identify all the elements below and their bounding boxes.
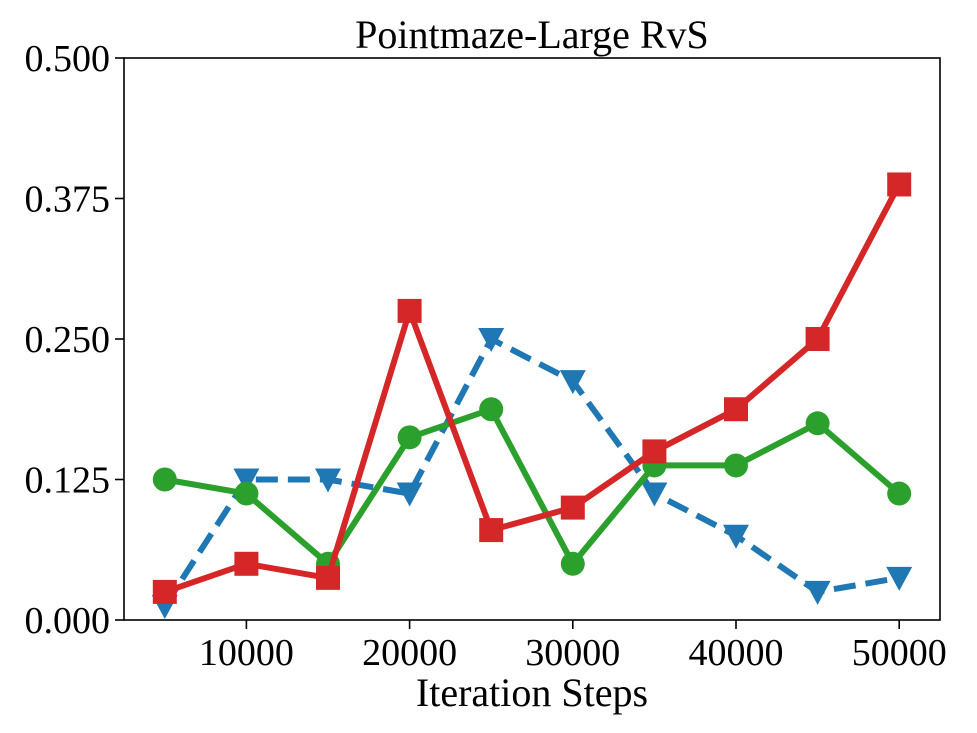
data-point [887,172,912,197]
data-point [397,425,422,450]
data-point [723,524,749,549]
data-point [805,327,830,351]
y-tick-label: 0.250 [25,319,111,361]
series-layer [151,172,913,619]
x-tick-label: 40000 [689,632,784,674]
chart-title: Pointmaze-Large RvS [355,12,709,57]
data-point [233,468,260,493]
data-point [805,411,830,436]
data-point [559,370,586,395]
data-point [152,467,177,492]
data-point [642,439,667,464]
y-tick-label: 0.500 [25,38,111,80]
data-point [560,495,585,520]
y-tick-label: 0.000 [25,600,111,642]
data-point [152,579,177,604]
data-point [396,482,423,507]
data-point [724,397,748,422]
series-line [161,406,903,567]
series-green-solid-circle [152,397,912,576]
data-point [315,468,341,493]
data-point [560,551,585,576]
data-point [804,580,831,605]
series-red-solid-square [152,172,912,604]
series-line [161,181,903,595]
data-point [641,482,668,507]
data-point [479,397,504,422]
data-point [397,298,422,323]
data-point [316,565,340,590]
data-point [724,453,748,478]
x-axis-label: Iteration Steps [416,670,648,715]
y-tick-label: 0.375 [25,179,111,221]
data-point [887,481,912,506]
data-point [886,566,913,591]
x-tick-label: 30000 [525,632,620,674]
y-tick-label: 0.125 [25,460,111,502]
axis-layer: 10000 20000 30000 40000 50000 0.000 0.125 0.250… [25,38,947,674]
x-tick-label: 20000 [362,632,457,674]
data-point [234,481,259,506]
data-point [234,551,259,576]
x-tick-label: 10000 [199,632,294,674]
data-point [478,328,505,352]
data-point [479,518,504,543]
x-tick-label: 50000 [852,632,947,674]
series-blue-dashed-triangle [151,328,913,619]
